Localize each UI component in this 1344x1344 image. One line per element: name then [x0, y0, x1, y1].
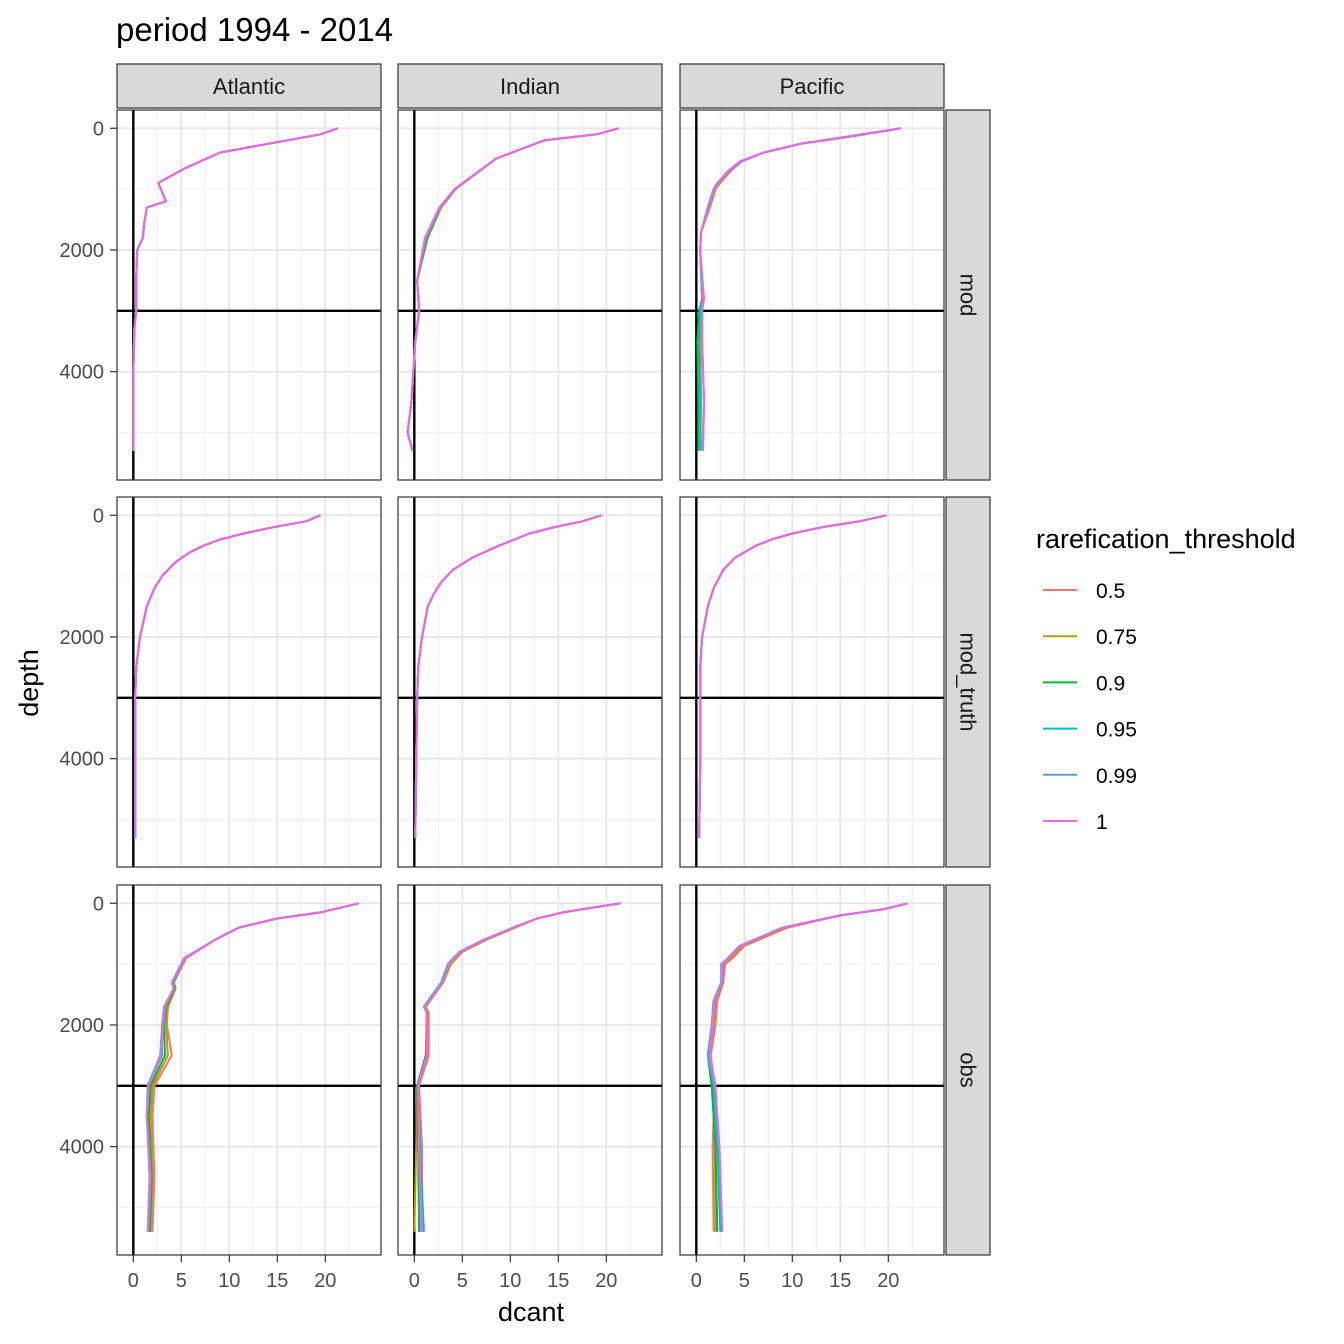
series-line-1	[698, 514, 887, 838]
strip-label-obs: obs	[956, 1052, 981, 1087]
legend: rarefication_threshold 0.5 0.75 0.9 0.95 0.9…	[1036, 524, 1296, 834]
strip-mod_truth	[945, 496, 991, 868]
x-tick-label: 15	[829, 1270, 851, 1292]
strip-label-mod: mod	[956, 274, 981, 317]
panel-mod-atlantic	[117, 110, 381, 480]
y-tick-label: 0	[93, 118, 104, 140]
y-tick-label: 2000	[60, 1015, 105, 1037]
legend-label-1: 1	[1096, 811, 1108, 834]
series-group-mod-pacific	[696, 127, 901, 451]
y-tick-label: 4000	[60, 362, 105, 384]
panel-border	[679, 496, 945, 868]
panel-background	[680, 497, 944, 867]
series-group-obs-indian	[413, 902, 621, 1232]
y-tick-label: 4000	[60, 749, 105, 771]
x-tick-label: 0	[409, 1270, 420, 1292]
x-tick-label: 20	[314, 1270, 336, 1292]
panel-background	[398, 885, 662, 1255]
y-tick-label: 4000	[60, 1137, 105, 1159]
strip-obs	[945, 884, 991, 1256]
chart-title: period 1994 - 2014	[116, 11, 393, 48]
panel-background	[117, 497, 381, 867]
legend-label-0_95: 0.95	[1096, 719, 1137, 742]
panel-border	[116, 496, 382, 868]
strip-pacific	[679, 63, 945, 109]
strip-label-pacific: Pacific	[780, 74, 845, 99]
series-line-1	[132, 127, 339, 451]
panel-border	[397, 109, 663, 481]
panel-background	[398, 110, 662, 480]
series-line-1	[417, 902, 621, 1232]
series-group-obs-pacific	[706, 902, 908, 1232]
series-line-1	[134, 514, 321, 838]
x-tick-label: 15	[266, 1270, 288, 1292]
legend-title: rarefication_threshold	[1036, 524, 1296, 554]
x-axis-title: dcant	[498, 1297, 565, 1327]
series-line-1	[699, 127, 901, 451]
x-tick-label: 10	[781, 1270, 803, 1292]
panel-mod-pacific	[680, 110, 944, 480]
strip-label-indian: Indian	[500, 74, 560, 99]
strip-indian	[397, 63, 663, 109]
x-tick-label: 10	[499, 1270, 521, 1292]
panels-layer: Atlantic Indian Pacificmodmod_truthobs0200…	[60, 63, 991, 1292]
y-axis-title: depth	[14, 649, 44, 717]
x-tick-label: 10	[218, 1270, 240, 1292]
panel-mod_truth-indian	[398, 497, 662, 867]
y-tick-label: 2000	[60, 627, 105, 649]
panel-border	[397, 496, 663, 868]
panel-obs-indian	[398, 885, 662, 1255]
x-tick-label: 5	[176, 1270, 187, 1292]
panel-background	[680, 110, 944, 480]
series-line-1	[414, 514, 602, 838]
panel-obs-pacific	[680, 885, 944, 1255]
strip-mod	[945, 109, 991, 481]
series-line-1	[406, 127, 620, 452]
panel-mod-indian	[398, 110, 662, 480]
x-tick-label: 20	[877, 1270, 899, 1292]
series-line-1	[708, 902, 908, 1232]
panel-background	[680, 885, 944, 1255]
series-group-mod_truth-indian	[414, 514, 602, 838]
panel-border	[397, 884, 663, 1256]
x-tick-label: 0	[128, 1270, 139, 1292]
panel-border	[679, 884, 945, 1256]
strip-atlantic	[116, 63, 382, 109]
panel-background	[398, 497, 662, 867]
legend-label-0_5: 0.5	[1096, 580, 1125, 603]
series-line-1	[145, 902, 360, 1232]
x-tick-label: 5	[457, 1270, 468, 1292]
x-tick-label: 15	[547, 1270, 569, 1292]
y-tick-label: 0	[93, 893, 104, 915]
legend-label-0_9: 0.9	[1096, 672, 1125, 695]
series-group-obs-atlantic	[145, 902, 360, 1232]
series-group-mod-indian	[406, 127, 620, 452]
legend-label-0_75: 0.75	[1096, 626, 1137, 649]
series-group-mod_truth-atlantic	[134, 514, 321, 838]
series-group-mod_truth-pacific	[698, 514, 887, 838]
panel-background	[117, 110, 381, 480]
panel-mod_truth-atlantic	[117, 497, 381, 867]
legend-label-0_99: 0.99	[1096, 765, 1137, 788]
panel-border	[116, 884, 382, 1256]
y-tick-label: 0	[93, 505, 104, 527]
series-group-mod-atlantic	[132, 127, 339, 451]
panel-border	[679, 109, 945, 481]
panel-mod_truth-pacific	[680, 497, 944, 867]
x-tick-label: 0	[691, 1270, 702, 1292]
strip-label-mod_truth: mod_truth	[956, 632, 981, 731]
x-tick-label: 5	[739, 1270, 750, 1292]
y-tick-label: 2000	[60, 240, 105, 262]
strip-label-atlantic: Atlantic	[213, 74, 285, 99]
panel-border	[116, 109, 382, 481]
x-tick-label: 20	[595, 1270, 617, 1292]
